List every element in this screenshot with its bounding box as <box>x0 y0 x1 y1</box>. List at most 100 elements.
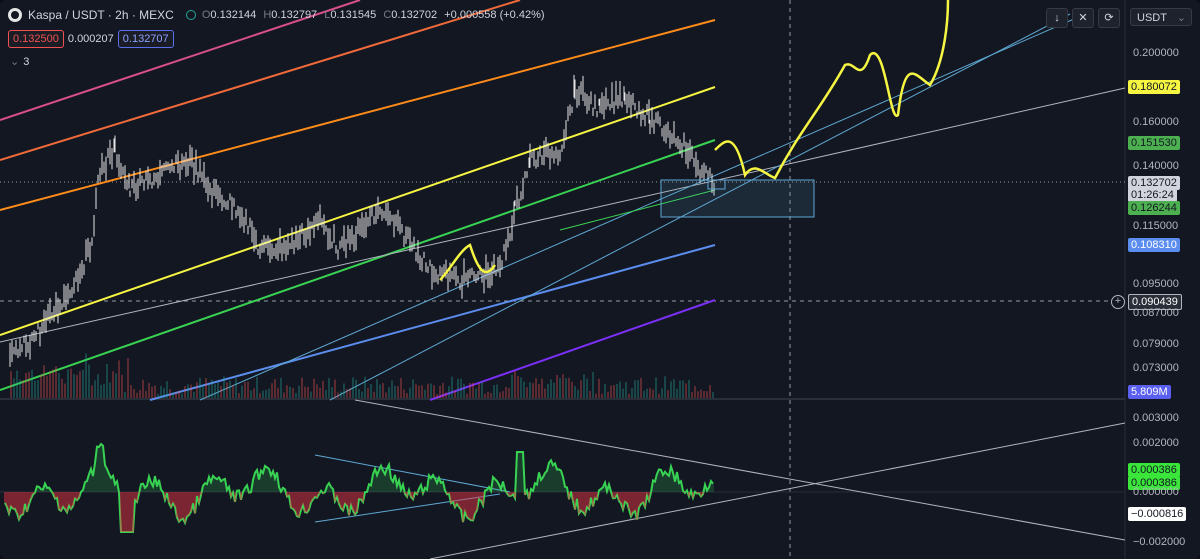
last-price-tag: 0.132702 <box>1128 176 1180 190</box>
price-axis[interactable]: 0.200000 0.180072 0.160000 0.151530 0.14… <box>1125 0 1200 559</box>
volume-bar <box>16 370 18 398</box>
currency-label: USDT <box>1137 12 1167 24</box>
buy-button[interactable]: 0.132707 <box>117 30 174 48</box>
volume-bar <box>79 371 81 398</box>
volume-bar <box>463 383 465 398</box>
sell-button[interactable]: 0.132500 <box>8 30 64 48</box>
volume-bar <box>256 376 258 398</box>
volume-bar <box>307 386 309 398</box>
volume-bar <box>391 380 393 398</box>
volume-bar <box>34 380 36 398</box>
currency-select[interactable]: USDT ⌄ <box>1130 8 1192 26</box>
collapse-button[interactable]: ✕ <box>1072 8 1094 28</box>
volume-bar <box>469 382 471 398</box>
chevron-down-icon: ⌄ <box>1176 12 1186 24</box>
volume-bar <box>490 392 492 398</box>
volume-bar <box>301 377 303 398</box>
indicators-toggle[interactable]: ⌄ 3 <box>10 55 29 68</box>
volume-bar <box>478 383 480 398</box>
channel-line <box>149 244 716 401</box>
volume-bar <box>217 382 219 398</box>
volume-bar <box>223 376 225 398</box>
osc-tick: 0.002000 <box>1133 437 1179 449</box>
osc-tick: 0.000000 <box>1133 486 1179 498</box>
volume-bar <box>412 379 414 398</box>
volume-bar <box>616 383 618 398</box>
volume-bar <box>115 373 117 398</box>
volume-bar <box>406 393 408 398</box>
osc-trend-line <box>354 399 1126 541</box>
volume-bar <box>253 388 255 398</box>
volume-bar <box>289 386 291 398</box>
volume-bar <box>280 377 282 398</box>
trend-line-green <box>559 189 716 231</box>
price-tick: 0.095000 <box>1133 278 1179 290</box>
volume-bar <box>169 389 171 398</box>
price-tag-yellow: 0.180072 <box>1128 80 1180 94</box>
volume-bar <box>652 389 654 398</box>
reset-chart-button[interactable]: ⟳ <box>1098 8 1120 28</box>
volume-bar <box>475 388 477 398</box>
change-value: +0.000558 (+0.42%) <box>444 9 545 21</box>
volume-bar <box>292 388 294 398</box>
volume-bar <box>400 378 402 398</box>
volume-bar <box>124 392 126 398</box>
volume-bar <box>25 372 27 398</box>
volume-bar <box>376 379 378 398</box>
volume-bar <box>424 389 426 398</box>
volume-bar <box>496 384 498 398</box>
volume-bar <box>241 385 243 398</box>
volume-bar <box>163 387 165 398</box>
volume-bar <box>532 383 534 398</box>
volume-bar <box>427 383 429 398</box>
volume-bar <box>67 369 69 398</box>
volume-bar <box>283 392 285 398</box>
volume-bar <box>172 392 174 398</box>
volume-bar <box>277 387 279 398</box>
volume-bar <box>19 379 21 398</box>
volume-bar <box>220 386 222 398</box>
volume-bar <box>43 365 45 398</box>
volume-bar <box>136 392 138 398</box>
volume-bar <box>574 386 576 398</box>
projection-path <box>714 0 950 180</box>
volume-bar <box>529 382 531 398</box>
volume-bar <box>460 378 462 398</box>
volume-bar <box>349 388 351 398</box>
volume-bar <box>517 376 519 398</box>
symbol-title[interactable]: Kaspa / USDT · 2h · MEXC <box>28 8 174 22</box>
volume-bar <box>64 383 66 398</box>
volume-bar <box>442 382 444 398</box>
volume-bar <box>226 382 228 398</box>
scroll-to-latest-button[interactable]: ↓ <box>1046 8 1068 28</box>
chevron-down-icon: ⌄ <box>10 56 20 68</box>
osc-tag-1: 0.000386 <box>1128 463 1180 477</box>
volume-bar <box>607 391 609 398</box>
volume-bar <box>685 383 687 398</box>
volume-bar <box>586 378 588 398</box>
volume-bar <box>544 388 546 398</box>
volume-bar <box>445 392 447 398</box>
volume-bar <box>304 386 306 398</box>
volume-bar <box>268 388 270 398</box>
volume-bar <box>187 384 189 398</box>
trade-box: 0.132500 0.000207 0.132707 <box>8 30 174 48</box>
volume-bar <box>556 374 558 398</box>
volume-tag: 5.809M <box>1128 385 1171 399</box>
volume-bar <box>97 374 99 398</box>
volume-bar <box>127 357 129 398</box>
volume-bar <box>421 385 423 398</box>
volume-bar <box>211 379 213 398</box>
volume-bar <box>547 383 549 398</box>
volume-bar <box>310 391 312 398</box>
osc-tick: 0.003000 <box>1133 412 1179 424</box>
volume-bar <box>193 391 195 398</box>
volume-bar <box>673 379 675 398</box>
volume-bar <box>316 384 318 398</box>
volume-bar <box>520 377 522 398</box>
add-plus-icon[interactable]: + <box>1111 295 1125 309</box>
volume-bar <box>52 369 54 398</box>
volume-bar <box>610 385 612 398</box>
